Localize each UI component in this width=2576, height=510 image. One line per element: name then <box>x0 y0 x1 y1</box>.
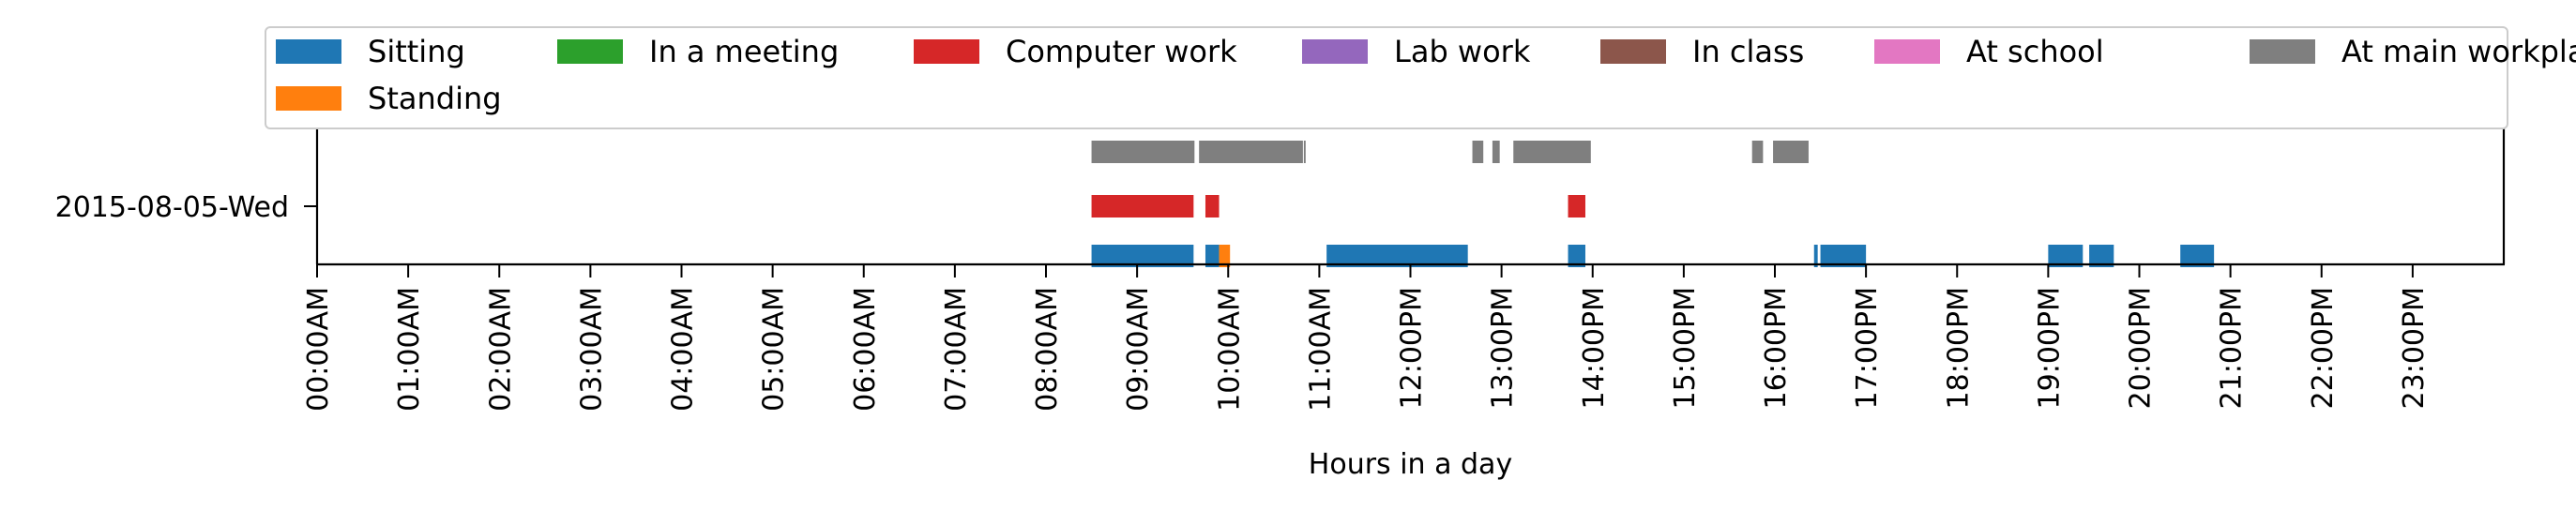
legend-item: At school <box>1874 34 2104 69</box>
x-axis-label: Hours in a day <box>1309 448 1512 481</box>
bar-at-main-workplace <box>1773 141 1809 163</box>
legend-swatch <box>1874 39 1940 64</box>
legend-label: In class <box>1692 34 1805 69</box>
x-tick-label: 09:00AM <box>1122 287 1155 412</box>
x-tick-label: 20:00PM <box>2125 287 2158 409</box>
legend-label: Lab work <box>1394 34 1531 69</box>
x-tick-label: 02:00AM <box>484 287 517 412</box>
bar-at-main-workplace <box>1513 141 1591 163</box>
x-tick-label: 18:00PM <box>1942 287 1975 409</box>
legend-swatch <box>1302 39 1368 64</box>
x-tick-label: 19:00PM <box>2033 287 2066 409</box>
legend-label: Standing <box>368 81 502 116</box>
legend-item: Lab work <box>1302 34 1531 69</box>
legend-item: At main workplace <box>2250 34 2576 69</box>
bar-sitting <box>1813 245 1818 267</box>
legend-item: Computer work <box>914 34 1237 69</box>
bar-at-main-workplace <box>1199 141 1303 163</box>
x-tick-label: 11:00AM <box>1304 287 1337 412</box>
bar-at-main-workplace <box>1492 141 1500 163</box>
x-tick-label: 08:00AM <box>1031 287 1064 412</box>
x-tick-label: 12:00PM <box>1396 287 1429 409</box>
legend-item: In a meeting <box>557 34 840 69</box>
legend-swatch <box>557 39 623 64</box>
bar-standing <box>1219 245 1231 267</box>
legend-label: At main workplace <box>2341 34 2576 69</box>
bar-at-main-workplace <box>1303 141 1306 163</box>
bar-at-main-workplace <box>1472 141 1484 163</box>
x-tick-label: 23:00PM <box>2398 287 2431 409</box>
legend-swatch <box>276 39 341 64</box>
legend-item: Standing <box>276 81 502 116</box>
bar-at-main-workplace <box>1751 141 1764 163</box>
x-tick-label: 22:00PM <box>2307 287 2340 409</box>
bar-at-main-workplace <box>1091 141 1195 163</box>
x-tick-label: 13:00PM <box>1487 287 1520 409</box>
legend-swatch <box>2250 39 2315 64</box>
bar-computer-work <box>1205 195 1220 218</box>
x-tick-label: 00:00AM <box>302 287 335 412</box>
x-tick-label: 21:00PM <box>2216 287 2249 409</box>
x-tick-label: 15:00PM <box>1669 287 1702 409</box>
x-tick-label: 14:00PM <box>1578 287 1611 409</box>
legend-item: In class <box>1600 34 1805 69</box>
x-tick-label: 07:00AM <box>940 287 973 412</box>
x-tick-label: 10:00AM <box>1213 287 1246 412</box>
legend: Sitting Standing In a meeting Computer work… <box>265 26 2576 129</box>
x-tick-label: 04:00AM <box>667 287 700 412</box>
x-tick-label: 17:00PM <box>1851 287 1884 409</box>
legend-swatch <box>914 39 979 64</box>
x-tick-label: 06:00AM <box>849 287 882 412</box>
bar-sitting <box>1568 245 1585 267</box>
legend-label: Computer work <box>1006 34 1237 69</box>
y-tick-label: 2015-08-05-Wed <box>55 191 289 224</box>
legend-swatch <box>1600 39 1666 64</box>
x-tick-label: 03:00AM <box>575 287 608 412</box>
legend-item: Sitting <box>276 34 465 69</box>
bar-computer-work <box>1091 195 1194 218</box>
x-tick-label: 16:00PM <box>1760 287 1793 409</box>
legend-label: In a meeting <box>649 34 840 69</box>
legend-swatch <box>276 86 341 111</box>
legend-label: Sitting <box>368 34 465 69</box>
legend-label: At school <box>1966 34 2104 69</box>
x-tick-label: 05:00AM <box>758 287 791 412</box>
bar-computer-work <box>1568 195 1585 218</box>
bar-sitting <box>1205 245 1220 267</box>
x-tick-label: 01:00AM <box>393 287 426 412</box>
